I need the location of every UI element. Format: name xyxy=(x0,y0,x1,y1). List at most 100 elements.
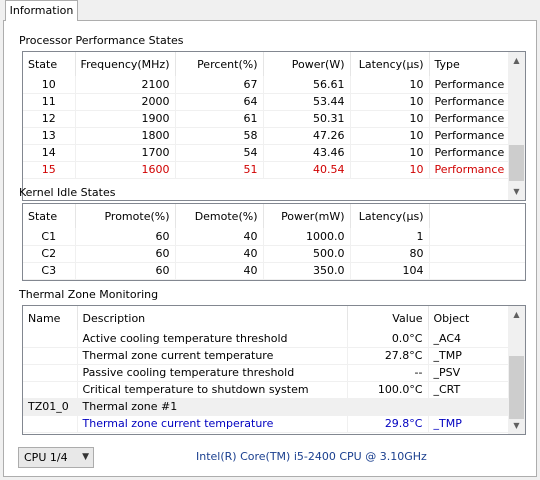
idle-section-title: Kernel Idle States xyxy=(19,186,116,199)
table-row[interactable]: C2 60 40 500.0 80 xyxy=(23,245,525,263)
cell-value: -- xyxy=(347,364,429,382)
col-header-name[interactable]: Name xyxy=(23,306,78,330)
cell-latency: 10 xyxy=(350,127,430,145)
information-panel: Processor Performance States State Frequ… xyxy=(3,20,537,477)
cell-state: C2 xyxy=(23,245,76,263)
col-header-state[interactable]: State xyxy=(23,52,76,76)
cell-type: Performance xyxy=(429,161,510,179)
col-header-demote[interactable]: Demote(%) xyxy=(175,204,264,228)
cell-power: 56.61 xyxy=(263,76,351,94)
cell-percent: 54 xyxy=(175,144,264,162)
cell-frequency: 1800 xyxy=(75,127,176,145)
thermal-zone-grid[interactable]: Name Description Value Object Active coo… xyxy=(22,305,526,435)
cell-type: Performance xyxy=(429,110,510,128)
cell-object: _CRT xyxy=(428,381,510,399)
col-header-promote[interactable]: Promote(%) xyxy=(75,204,176,228)
idle-states-grid[interactable]: State Promote(%) Demote(%) Power(mW) Lat… xyxy=(22,203,526,281)
cell-object: _AC4 xyxy=(428,330,510,348)
cell-latency: 104 xyxy=(350,262,430,280)
table-row[interactable]: 10 2100 67 56.61 10 Performance xyxy=(23,76,510,94)
cell-latency: 80 xyxy=(350,245,430,263)
cell-name xyxy=(23,381,78,399)
cell-latency: 1 xyxy=(350,228,430,246)
cell-power: 43.46 xyxy=(263,144,351,162)
col-header-description[interactable]: Description xyxy=(77,306,348,330)
table-row-current-temp[interactable]: Thermal zone current temperature 29.8°C … xyxy=(23,415,510,433)
cell-latency: 10 xyxy=(350,144,430,162)
cell-name: TZ01_0 xyxy=(23,398,78,416)
cell-empty xyxy=(429,245,525,263)
table-row[interactable]: 12 1900 61 50.31 10 Performance xyxy=(23,110,510,128)
perf-section-title: Processor Performance States xyxy=(19,34,184,47)
cell-state: 11 xyxy=(23,93,76,111)
cell-power: 53.44 xyxy=(263,93,351,111)
cell-object: _TMP xyxy=(428,347,510,365)
cell-frequency: 2100 xyxy=(75,76,176,94)
scroll-up-icon[interactable]: ▲ xyxy=(513,310,520,319)
table-row[interactable]: Thermal zone current temperature 27.8°C … xyxy=(23,347,510,365)
cell-type: Performance xyxy=(429,144,510,162)
cell-name xyxy=(23,415,78,433)
tab-information[interactable]: Information xyxy=(5,0,78,21)
cell-demote: 40 xyxy=(175,228,264,246)
cell-object: _TMP xyxy=(428,415,510,433)
table-row[interactable]: Active cooling temperature threshold 0.0… xyxy=(23,330,510,348)
col-header-empty xyxy=(429,204,525,228)
cell-value: 0.0°C xyxy=(347,330,429,348)
cell-promote: 60 xyxy=(75,245,176,263)
scroll-up-icon[interactable]: ▲ xyxy=(513,56,520,65)
table-row-zone-group[interactable]: TZ01_0 Thermal zone #1 xyxy=(23,398,510,416)
table-row-current-state[interactable]: 15 1600 51 40.54 10 Performance xyxy=(23,161,510,179)
cpu-select[interactable]: CPU 1/4 ▼ xyxy=(18,447,94,468)
cell-state: 13 xyxy=(23,127,76,145)
perf-header-row: State Frequency(MHz) Percent(%) Power(W)… xyxy=(23,52,510,76)
cell-type: Performance xyxy=(429,93,510,111)
perf-states-grid[interactable]: State Frequency(MHz) Percent(%) Power(W)… xyxy=(22,51,526,201)
cell-state: C1 xyxy=(23,228,76,246)
table-row[interactable]: C3 60 40 350.0 104 xyxy=(23,262,525,280)
col-header-type[interactable]: Type xyxy=(434,57,460,71)
col-header-object[interactable]: Object xyxy=(433,311,470,325)
cell-percent: 61 xyxy=(175,110,264,128)
col-header-percent[interactable]: Percent(%) xyxy=(175,52,264,76)
thermal-header-row: Name Description Value Object xyxy=(23,306,510,330)
col-header-power[interactable]: Power(mW) xyxy=(263,204,351,228)
table-row[interactable]: C1 60 40 1000.0 1 xyxy=(23,228,525,246)
scroll-down-icon[interactable]: ▼ xyxy=(513,421,520,430)
table-row[interactable]: Passive cooling temperature threshold --… xyxy=(23,364,510,382)
cell-frequency: 1700 xyxy=(75,144,176,162)
cell-power: 40.54 xyxy=(263,161,351,179)
table-row[interactable]: 11 2000 64 53.44 10 Performance xyxy=(23,93,510,111)
chevron-down-icon[interactable]: ▼ xyxy=(82,452,89,462)
cell-object xyxy=(428,398,510,416)
col-header-latency[interactable]: Latency(µs) xyxy=(350,52,430,76)
cell-type: Performance xyxy=(429,76,510,94)
cell-latency: 10 xyxy=(350,110,430,128)
cell-power: 50.31 xyxy=(263,110,351,128)
col-header-latency[interactable]: Latency(µs) xyxy=(350,204,430,228)
table-row[interactable]: Critical temperature to shutdown system … xyxy=(23,381,510,399)
cell-percent: 67 xyxy=(175,76,264,94)
perf-scrollbar[interactable]: ▲ ▼ xyxy=(508,52,525,200)
thermal-scrollbar[interactable]: ▲ ▼ xyxy=(508,306,525,434)
scroll-thumb[interactable] xyxy=(509,356,524,419)
table-row[interactable]: 13 1800 58 47.26 10 Performance xyxy=(23,127,510,145)
cell-power: 1000.0 xyxy=(263,228,351,246)
cell-value: 100.0°C xyxy=(347,381,429,399)
cell-demote: 40 xyxy=(175,262,264,280)
scroll-thumb[interactable] xyxy=(509,145,524,181)
cell-power: 47.26 xyxy=(263,127,351,145)
cpu-select-value: CPU 1/4 xyxy=(24,451,68,464)
cell-type: Performance xyxy=(429,127,510,145)
cell-demote: 40 xyxy=(175,245,264,263)
col-header-power[interactable]: Power(W) xyxy=(263,52,351,76)
scroll-down-icon[interactable]: ▼ xyxy=(513,187,520,196)
col-header-value[interactable]: Value xyxy=(347,306,429,330)
col-header-frequency[interactable]: Frequency(MHz) xyxy=(75,52,176,76)
cell-latency: 10 xyxy=(350,161,430,179)
cell-frequency: 2000 xyxy=(75,93,176,111)
cell-description: Thermal zone current temperature xyxy=(77,347,348,365)
cell-percent: 58 xyxy=(175,127,264,145)
table-row[interactable]: 14 1700 54 43.46 10 Performance xyxy=(23,144,510,162)
col-header-state[interactable]: State xyxy=(23,204,76,228)
